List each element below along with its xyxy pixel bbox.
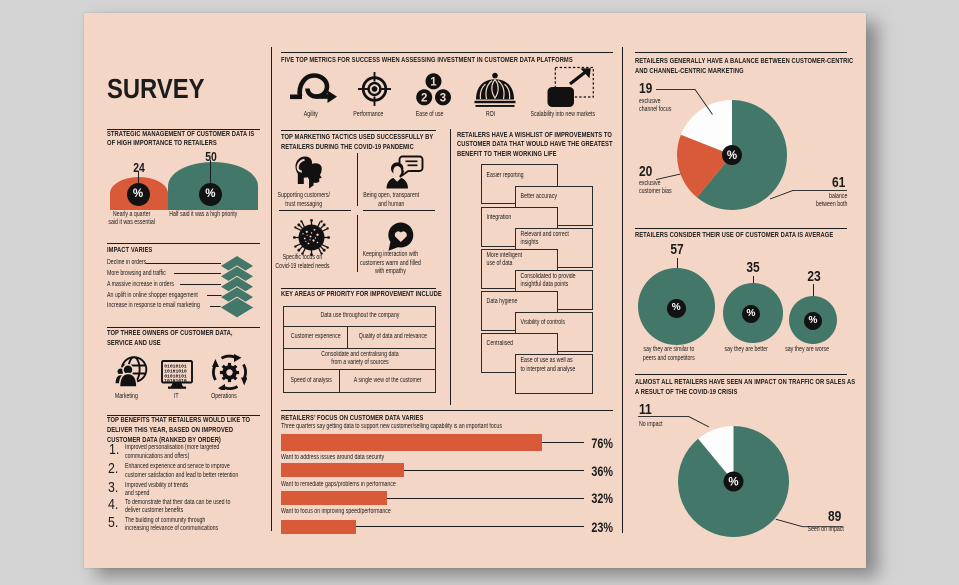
svg-text:10101010: 10101010 — [164, 368, 187, 374]
svg-text:1: 1 — [430, 76, 437, 88]
svg-text:10101010: 10101010 — [164, 378, 187, 384]
svg-text:%: % — [727, 150, 737, 162]
svg-text:2: 2 — [421, 92, 427, 104]
svg-text:%: % — [729, 477, 739, 489]
svg-text:01010101: 01010101 — [164, 363, 187, 369]
svg-text:3: 3 — [440, 92, 446, 104]
svg-text:01010101: 01010101 — [164, 373, 187, 379]
